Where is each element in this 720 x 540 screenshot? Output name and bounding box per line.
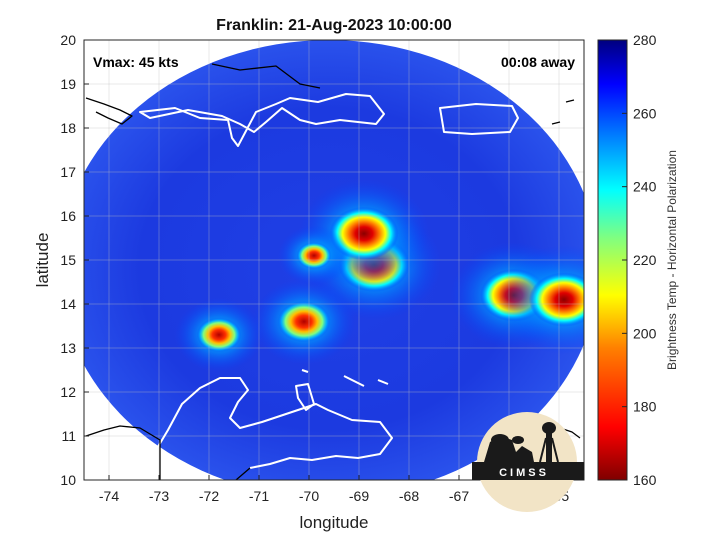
colorbar-tick-label: 240 (633, 179, 657, 195)
y-tick-label: 15 (60, 252, 76, 268)
convection-core (196, 317, 242, 352)
colorbar-tick-label: 200 (633, 325, 657, 341)
convection-core (296, 242, 332, 270)
x-tick-label: -74 (99, 488, 119, 504)
coastline-cuba-tip (211, 63, 321, 89)
colorbar-tick-label: 160 (633, 472, 657, 488)
x-tick-label: -70 (299, 488, 319, 504)
x-tick-label: -71 (249, 488, 269, 504)
coastline-abc-islands (301, 369, 389, 387)
coastline-puerto-rico (439, 103, 519, 135)
colorbar-tick-label: 260 (633, 105, 657, 121)
x-tick-label: -73 (149, 488, 169, 504)
y-tick-label: 11 (61, 428, 76, 444)
colorbar-tick-label: 280 (633, 32, 657, 48)
y-tick-label: 12 (60, 384, 76, 400)
coastline-guajira (295, 383, 315, 411)
y-tick-label: 18 (60, 120, 76, 136)
convection-features (174, 179, 584, 372)
logo-text: CIMSS (499, 467, 549, 479)
coastline-hispaniola (139, 93, 385, 147)
x-tick-label: -69 (349, 488, 369, 504)
colorbar-tick-label: 220 (633, 252, 657, 268)
chart-title: Franklin: 21-Aug-2023 10:00:00 (216, 17, 452, 34)
convection-core (528, 272, 584, 327)
colorbar-tick-label: 180 (633, 399, 657, 415)
x-axis-label: longitude (299, 513, 368, 532)
colorbar: 160 180 200 220 240 260 280 Brightness Temp - … (597, 32, 679, 488)
cimss-logo: CIMSS (472, 412, 584, 512)
vmax-annotation: Vmax: 45 kts (93, 54, 179, 70)
y-tick-label: 13 (60, 340, 76, 356)
y-tick-label: 20 (60, 32, 76, 48)
coastline-south-america (149, 377, 393, 469)
coastline-virgin-islands (551, 99, 575, 125)
y-tick-label: 16 (60, 208, 76, 224)
colorbar-label: Brightness Temp - Horizontal Polarizatio… (665, 150, 679, 370)
y-axis-ticks: 10 11 12 13 14 15 16 17 18 19 20 (60, 32, 89, 488)
x-tick-label: -67 (449, 488, 469, 504)
y-tick-label: 14 (60, 296, 76, 312)
x-tick-label: -72 (199, 488, 219, 504)
y-tick-label: 19 (60, 76, 76, 92)
coastline-venezuela-black (85, 425, 251, 480)
coastline-haiti-west (85, 97, 133, 125)
y-tick-label: 10 (60, 472, 76, 488)
time-away-annotation: 00:08 away (501, 54, 575, 70)
colorbar-ticks: 160 180 200 220 240 260 280 (622, 32, 657, 488)
y-tick-label: 17 (60, 164, 76, 180)
x-tick-label: -68 (399, 488, 419, 504)
convection-core (277, 301, 331, 343)
y-axis-label: latitude (33, 233, 52, 288)
